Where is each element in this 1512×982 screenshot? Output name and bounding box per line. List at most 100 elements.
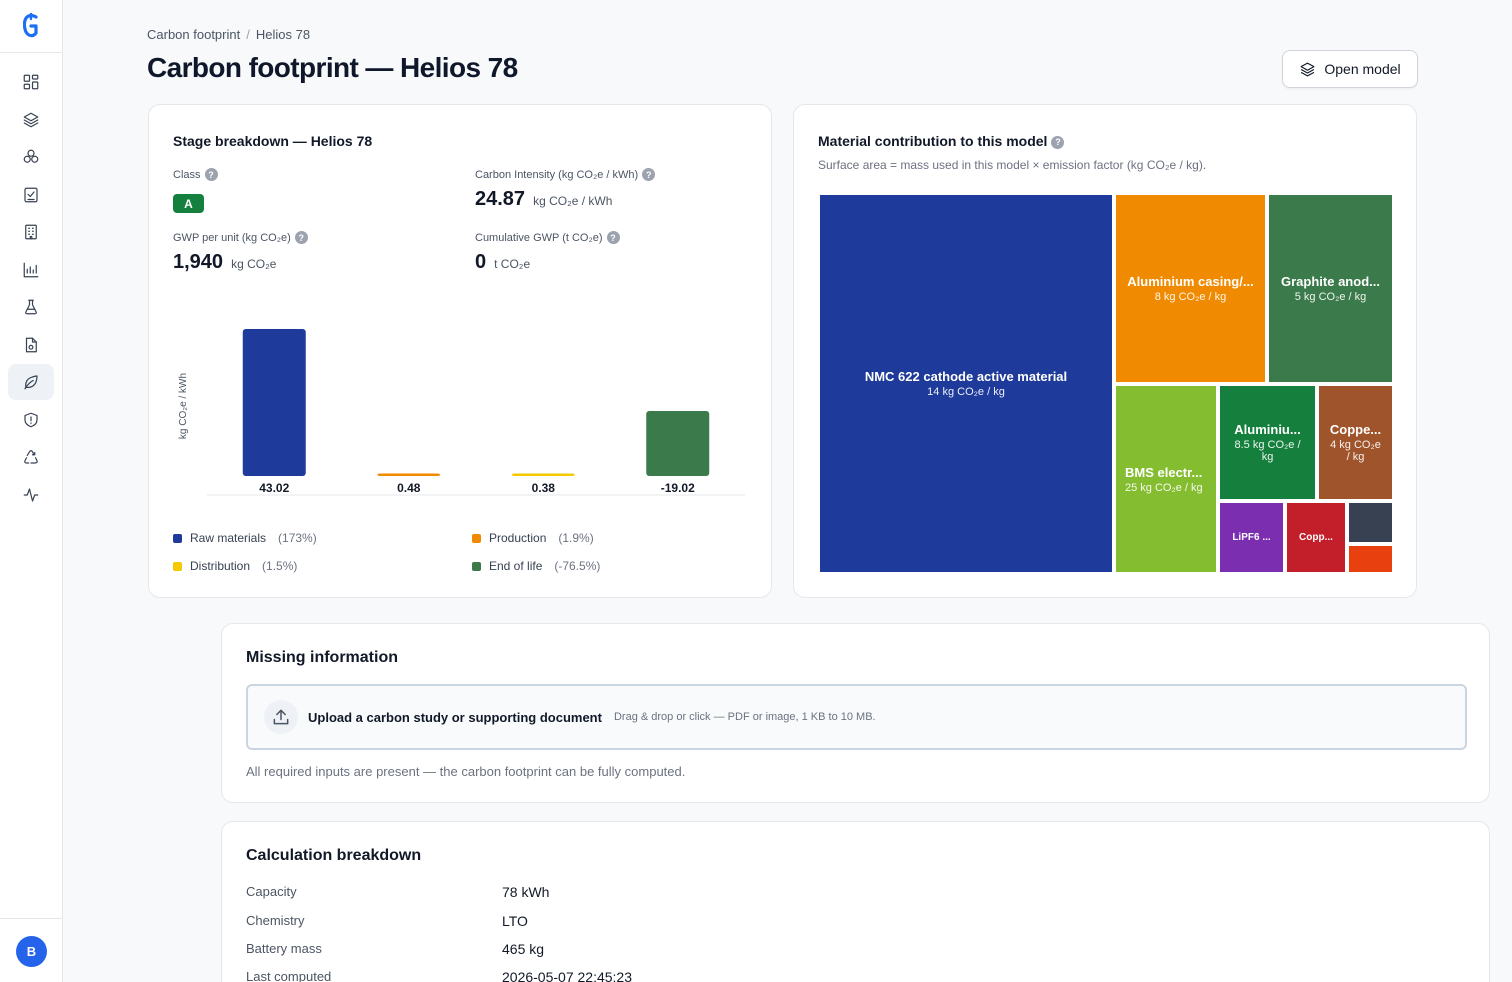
sidebar-item-documents[interactable] <box>8 327 54 363</box>
avatar[interactable]: B <box>16 936 47 967</box>
breadcrumb-link[interactable]: Carbon footprint <box>147 27 241 42</box>
cumulative-gwp-label: Cumulative GWP (t CO₂e)? <box>475 231 620 244</box>
sidebar-item-compliance[interactable] <box>8 402 54 438</box>
sidebar-nav <box>8 64 54 514</box>
cumulative-gwp-value: 0 <box>475 251 487 273</box>
sidebar-item-layers[interactable] <box>8 102 54 138</box>
upload-label: Upload a carbon study or supporting docu… <box>308 709 602 725</box>
missing-information-card: Missing information Upload a carbon stud… <box>221 623 1490 803</box>
app-logo[interactable] <box>0 0 62 53</box>
sidebar-item-dashboard[interactable] <box>8 64 54 100</box>
cumulative-gwp-metric: 0 t CO₂e <box>475 251 530 274</box>
class-label-text: Class <box>173 168 201 181</box>
calc-row-key: Chemistry <box>246 913 305 928</box>
bar-production <box>377 473 441 476</box>
flask-icon <box>25 299 37 315</box>
sidebar-item-activity[interactable] <box>8 477 54 513</box>
material-contribution-title-text: Material contribution to this model <box>818 133 1048 149</box>
legend-percent: (1.9%) <box>558 531 594 545</box>
legend-percent: (1.5%) <box>262 559 298 573</box>
layers-icon <box>23 112 39 127</box>
stage-bar-chart: kg CO₂e / kWh 43.02 0.48 0.38 -19.02 <box>178 329 745 496</box>
sidebar-item-lab[interactable] <box>8 289 54 325</box>
cells-icon <box>23 149 39 163</box>
gwp-label: GWP per unit (kg CO₂e)? <box>173 231 308 244</box>
treemap-tile-copper[interactable]: Coppe... 4 kg CO₂e / kg <box>1319 386 1392 499</box>
chart-icon <box>23 262 39 277</box>
treemap-tile-lipf6[interactable]: LiPF6 ... <box>1220 503 1283 572</box>
intensity-label-text: Carbon Intensity (kg CO₂e / kWh) <box>475 168 639 181</box>
tile-name: Aluminiu... <box>1234 422 1301 437</box>
cumulative-gwp-unit: t CO₂e <box>494 257 531 271</box>
sidebar-item-cells[interactable] <box>8 139 54 175</box>
upload-dropzone[interactable]: Upload a carbon study or supporting docu… <box>246 684 1467 750</box>
legend-item-raw-materials: Raw materials (173%) <box>173 531 317 545</box>
legend-label: End of life <box>489 559 543 573</box>
calc-row-key: Battery mass <box>246 941 322 956</box>
help-icon[interactable]: ? <box>642 168 656 181</box>
dashboard-icon <box>23 74 39 90</box>
upload-icon <box>273 709 289 725</box>
legend-item-distribution: Distribution (1.5%) <box>173 559 297 573</box>
sidebar: B <box>0 0 63 982</box>
missing-information-title: Missing information <box>246 649 398 666</box>
treemap-tile-copper-foil[interactable]: Copp... <box>1287 503 1345 572</box>
tile-name: Copp... <box>1299 532 1333 543</box>
treemap-tile-aluminium-casing[interactable]: Aluminium casing/... 8 kg CO₂e / kg <box>1116 195 1265 382</box>
treemap-tile-graphite-anode[interactable]: Graphite anod... 5 kg CO₂e / kg <box>1269 195 1392 382</box>
treemap-tile-aluminium[interactable]: Aluminiu... 8.5 kg CO₂e / kg <box>1220 386 1315 499</box>
tile-name: Aluminium casing/... <box>1127 274 1254 289</box>
legend-label: Production <box>489 531 547 545</box>
bar-distribution <box>511 473 575 476</box>
stage-breakdown-card: Stage breakdown — Helios 78 Class? A Car… <box>148 104 772 598</box>
legend-percent: (173%) <box>278 531 317 545</box>
treemap-tile-other-red[interactable] <box>1349 546 1392 572</box>
calc-row-value: LTO <box>502 913 528 929</box>
y-axis-label: kg CO₂e / kWh <box>178 373 189 439</box>
legend-label: Distribution <box>190 559 251 573</box>
calc-row-key: Capacity <box>246 884 297 899</box>
missing-status-text: All required inputs are present — the ca… <box>246 764 686 779</box>
logo-icon <box>23 13 38 38</box>
gwp-label-text: GWP per unit (kg CO₂e) <box>173 231 291 244</box>
open-model-button[interactable]: Open model <box>1282 50 1418 88</box>
leaf-icon <box>24 375 38 390</box>
bar-value-label: -19.02 <box>661 481 695 495</box>
breadcrumb: Carbon footprint / Helios 78 <box>147 27 310 42</box>
help-icon[interactable]: ? <box>204 168 218 181</box>
material-contribution-card: Material contribution to this model? Sur… <box>793 104 1417 598</box>
open-model-label: Open model <box>1324 61 1401 77</box>
legend-swatch <box>173 561 182 571</box>
legend-percent: (-76.5%) <box>554 559 601 573</box>
calc-row-value: 2026-05-07 22:45:23 <box>502 969 632 982</box>
sidebar-item-building[interactable] <box>8 214 54 250</box>
sidebar-item-recycling[interactable] <box>8 439 54 475</box>
treemap-tile-other-dark[interactable] <box>1349 503 1392 542</box>
bar-end-of-life <box>646 411 710 476</box>
tile-value: 8 kg CO₂e / kg <box>1154 291 1227 303</box>
sidebar-item-checklist[interactable] <box>8 177 54 213</box>
bar-value-label: 0.48 <box>397 481 421 495</box>
legend-swatch <box>472 533 481 543</box>
help-icon[interactable]: ? <box>606 231 620 244</box>
bar-raw-materials <box>242 329 306 476</box>
class-badge: A <box>173 194 204 213</box>
sidebar-item-carbon[interactable] <box>8 364 54 400</box>
help-icon[interactable]: ? <box>294 231 308 244</box>
building-icon <box>25 224 37 240</box>
tile-value: 8.5 kg CO₂e / kg <box>1234 439 1301 463</box>
tile-name: LiPF6 ... <box>1232 532 1271 543</box>
sidebar-item-analytics[interactable] <box>8 252 54 288</box>
checklist-icon <box>24 187 38 202</box>
tile-value: 25 kg CO₂e / kg <box>1125 481 1203 494</box>
bar-value-label: 0.38 <box>532 481 556 495</box>
calculation-breakdown-card: Calculation breakdown Capacity 78 kWh Ch… <box>221 821 1490 982</box>
document-icon <box>25 337 37 352</box>
treemap-tile-bms-electronics[interactable]: BMS electr... 25 kg CO₂e / kg <box>1116 386 1216 572</box>
material-contribution-title: Material contribution to this model? <box>818 133 1065 149</box>
cumulative-gwp-label-text: Cumulative GWP (t CO₂e) <box>475 231 603 244</box>
treemap-tile-nmc-cathode[interactable]: NMC 622 cathode active material 14 kg CO… <box>820 195 1112 572</box>
gwp-value: 1,940 <box>173 251 224 273</box>
bar-value-label: 43.02 <box>259 481 289 495</box>
help-icon[interactable]: ? <box>1051 135 1065 149</box>
